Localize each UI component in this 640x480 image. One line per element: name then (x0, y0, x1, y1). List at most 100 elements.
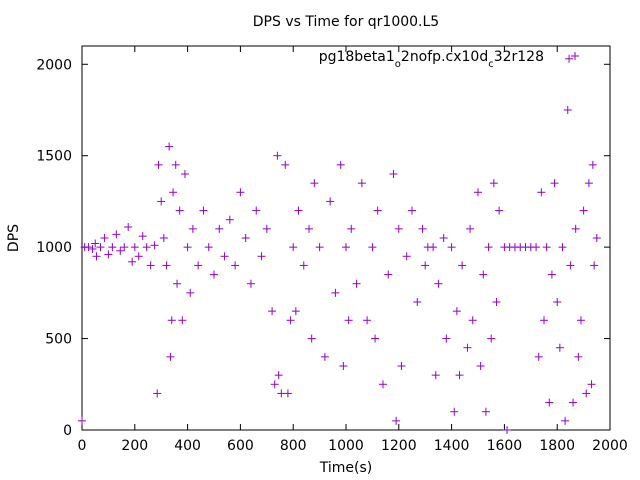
data-point (175, 206, 184, 215)
data-point (268, 307, 277, 316)
data-point (257, 252, 266, 261)
data-point (124, 223, 133, 232)
data-point (331, 288, 340, 297)
data-point (130, 243, 139, 252)
data-point (378, 380, 387, 389)
data-point (154, 160, 163, 169)
data-point (347, 224, 356, 233)
data-point (582, 389, 591, 398)
data-point (171, 160, 180, 169)
x-tick-label: 2000 (592, 438, 628, 454)
data-point (120, 243, 129, 252)
data-point (336, 160, 345, 169)
data-point (571, 224, 580, 233)
data-point (418, 224, 427, 233)
data-point (463, 343, 472, 352)
data-point (162, 261, 171, 270)
data-point (286, 316, 295, 325)
data-point (166, 352, 175, 361)
data-point (389, 170, 398, 178)
data-point (565, 54, 574, 63)
data-point (88, 244, 97, 253)
data-point (550, 179, 559, 188)
data-point (294, 206, 303, 215)
data-point (574, 352, 583, 361)
data-point (281, 160, 290, 169)
data-point (210, 270, 218, 279)
x-axis: 0 200 400 600 800 1000 1200 1400 1600 1800 2000 (78, 46, 628, 454)
data-point (116, 246, 125, 255)
x-tick-label: 600 (227, 438, 254, 454)
x-tick-label: 1400 (434, 438, 470, 454)
data-point (402, 252, 411, 261)
data-point (371, 334, 380, 343)
data-point (153, 389, 162, 398)
data-point (225, 215, 234, 224)
data-point (96, 243, 105, 252)
data-point (484, 243, 493, 252)
y-tick-label: 1500 (36, 149, 72, 165)
data-point (199, 206, 208, 215)
data-point (439, 234, 448, 242)
data-point (421, 261, 430, 270)
data-point (592, 234, 601, 242)
data-point (553, 298, 562, 306)
data-point (236, 188, 245, 197)
data-point (241, 234, 250, 242)
data-point (169, 188, 178, 197)
data-point (178, 316, 187, 325)
data-point (194, 261, 203, 270)
data-point (159, 234, 168, 242)
data-point (532, 243, 541, 252)
x-axis-label: Time(s) (319, 460, 372, 476)
data-point (262, 224, 271, 233)
data-point (476, 362, 485, 370)
data-point (357, 179, 366, 188)
data-point (188, 224, 197, 233)
data-point (315, 243, 324, 252)
y-tick-label: 0 (63, 423, 72, 439)
legend: pg18beta1o2nofp.cx10dc32r128 (319, 49, 579, 70)
data-point (547, 270, 556, 279)
data-point (134, 252, 143, 261)
legend-marker (571, 52, 579, 60)
data-point (146, 261, 155, 270)
data-point (150, 241, 159, 250)
data-point (392, 416, 401, 425)
data-point (231, 261, 240, 270)
data-point (252, 206, 261, 215)
x-tick-label: 1600 (487, 438, 523, 454)
data-point (307, 334, 316, 343)
data-point (452, 307, 461, 316)
x-tick-label: 1000 (328, 438, 364, 454)
data-point (408, 206, 416, 215)
data-point (100, 234, 109, 242)
data-point (342, 243, 350, 252)
data-point (204, 243, 213, 252)
x-tick-label: 200 (121, 438, 148, 454)
data-point (352, 279, 361, 288)
data-point (183, 243, 192, 252)
data-point (555, 343, 564, 352)
data-point (104, 250, 113, 259)
x-tick-label: 800 (280, 438, 307, 454)
data-point (108, 243, 117, 252)
data-point (590, 261, 599, 270)
data-point (246, 279, 255, 288)
data-point (537, 188, 546, 197)
data-point (165, 142, 174, 151)
data-point (274, 371, 283, 380)
data-point (569, 398, 578, 407)
data-point (394, 224, 403, 233)
data-points (78, 54, 601, 434)
data-point (503, 426, 512, 434)
y-axis-label: DPS (6, 224, 22, 252)
data-point (542, 243, 551, 252)
data-point (413, 298, 422, 306)
data-point (326, 197, 335, 206)
data-point (429, 243, 438, 252)
data-point (588, 160, 597, 169)
data-point (545, 398, 554, 407)
data-point (492, 298, 501, 306)
